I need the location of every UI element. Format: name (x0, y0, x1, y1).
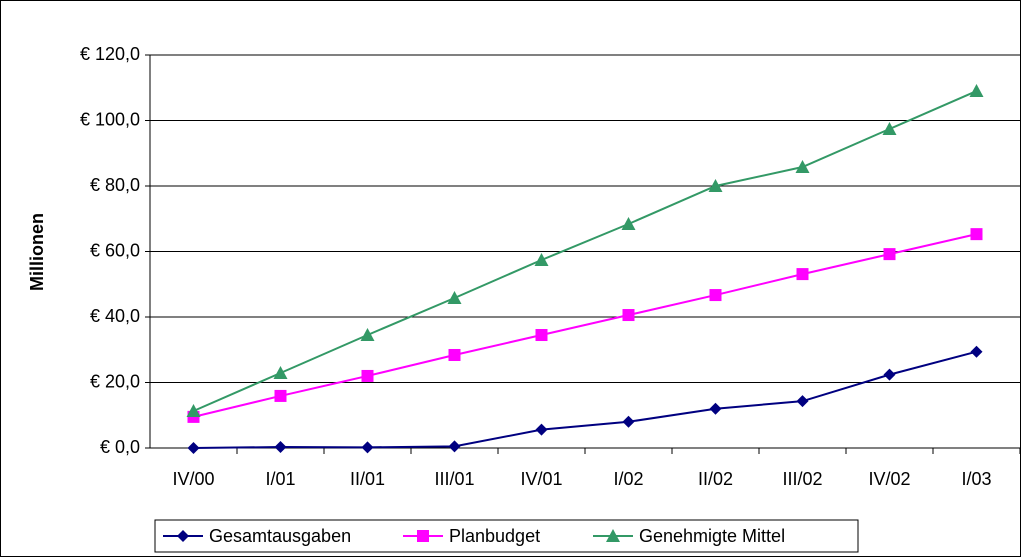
x-tick-label: II/01 (350, 469, 385, 489)
x-tick-label: II/02 (698, 469, 733, 489)
point (883, 248, 896, 261)
point (708, 179, 723, 192)
x-tick-label: IV/02 (868, 469, 910, 489)
point (186, 403, 201, 417)
legend-marker (417, 530, 429, 542)
point (709, 402, 722, 415)
x-tick-label: I/03 (961, 469, 991, 489)
y-tick-label: € 80,0 (90, 175, 140, 195)
y-tick-label: € 120,0 (80, 44, 140, 64)
legend-marker (606, 529, 620, 542)
series-line (193, 233, 977, 418)
x-tick-label: III/01 (434, 469, 474, 489)
legend-label: Gesamtausgaben (209, 526, 351, 546)
point (882, 122, 897, 136)
point (273, 366, 288, 380)
legend-marker (177, 530, 189, 542)
y-tick-label: € 20,0 (90, 371, 140, 391)
point (796, 268, 809, 281)
point (796, 395, 809, 408)
point (274, 389, 287, 402)
x-tick-label: III/02 (782, 469, 822, 489)
point (535, 423, 548, 436)
point (969, 84, 984, 98)
point (447, 291, 462, 305)
point (535, 329, 548, 342)
point (361, 369, 374, 382)
point (970, 345, 983, 358)
y-tick-label: € 60,0 (90, 240, 140, 260)
series-line (193, 350, 977, 449)
x-tick-label: I/01 (265, 469, 295, 489)
legend-label: Genehmigte Mittel (639, 526, 785, 546)
legend-label: Planbudget (449, 526, 540, 546)
point (360, 328, 375, 342)
y-tick-label: € 100,0 (80, 109, 140, 129)
point (534, 253, 549, 267)
point (883, 368, 896, 381)
point (622, 415, 635, 428)
point (448, 348, 461, 361)
series-line (193, 90, 977, 412)
point (448, 440, 461, 453)
point (795, 160, 810, 174)
y-axis-label: Millionen (27, 213, 47, 291)
x-tick-label: IV/00 (172, 469, 214, 489)
y-tick-label: € 40,0 (90, 306, 140, 326)
point (970, 228, 983, 241)
y-tick-label: € 0,0 (100, 437, 140, 457)
x-tick-label: IV/01 (520, 469, 562, 489)
legend-box (154, 519, 859, 553)
point (621, 216, 636, 230)
x-tick-label: I/02 (613, 469, 643, 489)
point (709, 289, 722, 302)
point (361, 441, 374, 454)
point (274, 441, 287, 454)
point (187, 442, 200, 454)
point (622, 309, 635, 322)
